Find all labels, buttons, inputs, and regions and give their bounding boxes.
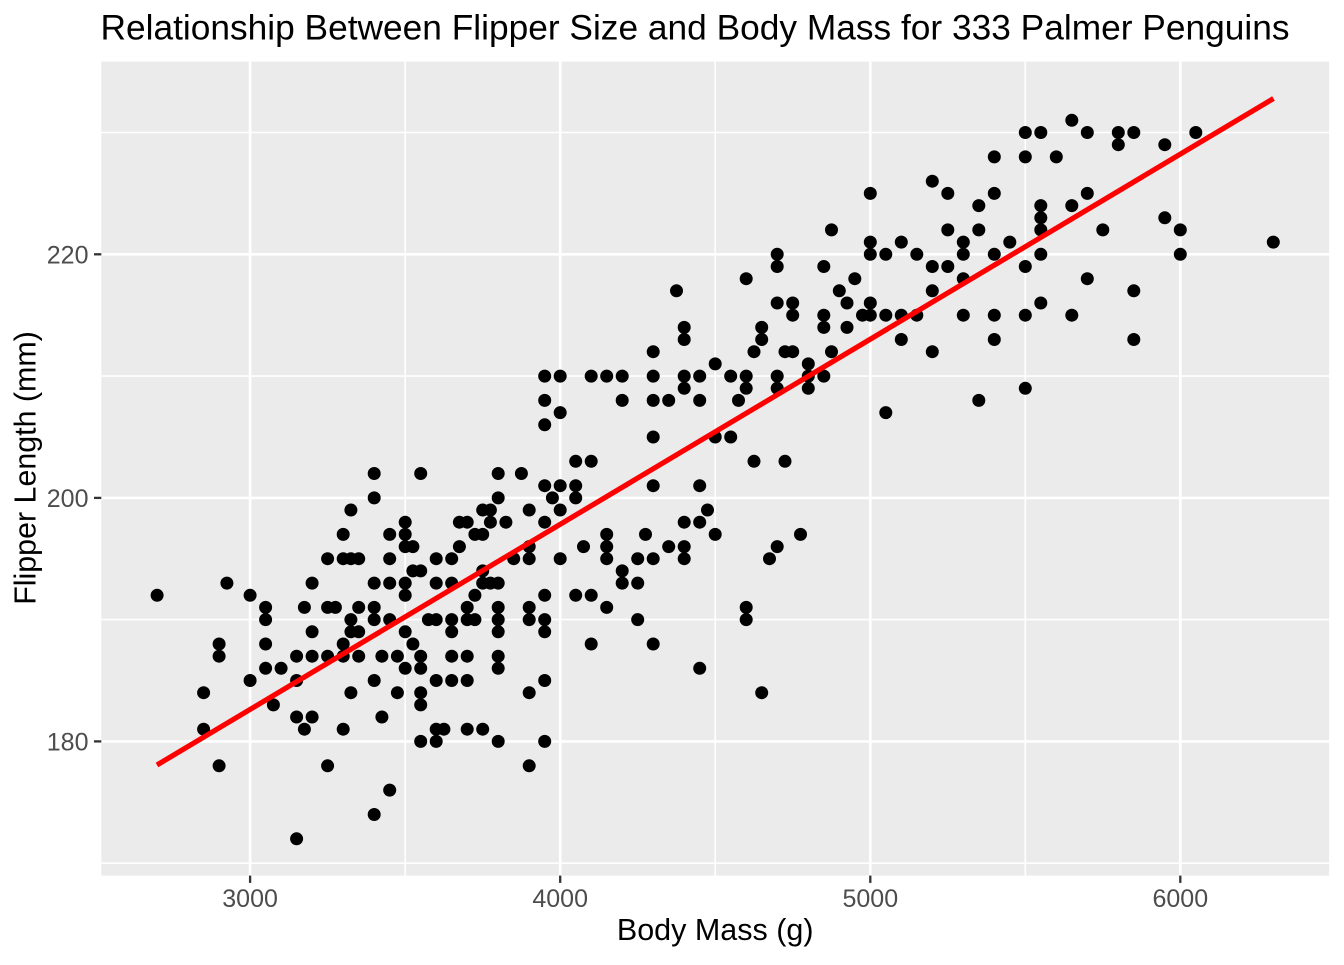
svg-text:Relationship Between Flipper S: Relationship Between Flipper Size and Bo… [101, 9, 1290, 48]
svg-text:5000: 5000 [842, 885, 898, 913]
svg-text:6000: 6000 [1152, 885, 1208, 913]
svg-text:180: 180 [47, 729, 89, 757]
svg-text:220: 220 [47, 242, 89, 270]
svg-text:3000: 3000 [222, 885, 278, 913]
svg-text:4000: 4000 [532, 885, 588, 913]
svg-text:Body Mass (g): Body Mass (g) [617, 913, 814, 947]
svg-text:200: 200 [47, 485, 89, 513]
svg-text:Flipper Length (mm): Flipper Length (mm) [9, 331, 43, 605]
